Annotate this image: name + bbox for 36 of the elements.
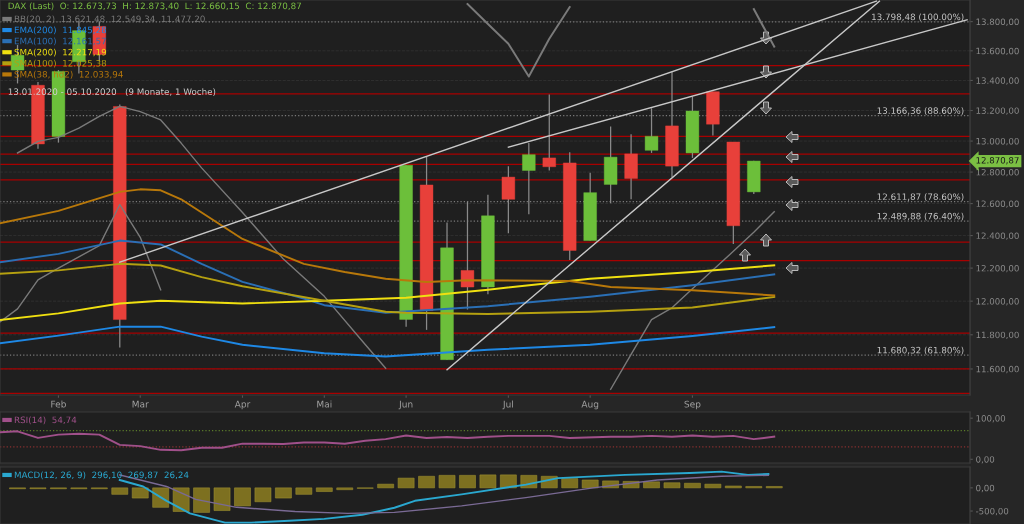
y-tick-label: 0,00 [976, 456, 995, 464]
y-tick-label: 0,00 [976, 484, 995, 493]
y-tick-label: 13.400,00 [976, 77, 1019, 85]
ref-line-label: 13.166,36 (88.60%) [877, 107, 964, 115]
ref-line-label: 11.680,32 (61.80%) [877, 346, 964, 355]
text: 12.870,87 [976, 157, 1019, 165]
y-tick-label: 12.600,00 [976, 200, 1019, 208]
y-tick-label: 13.800,00 [976, 18, 1019, 26]
y-tick-label: 12.200,00 [976, 264, 1019, 273]
y-tick-label: 11.800,00 [976, 331, 1019, 340]
x-tick-label: Aug [581, 400, 599, 410]
x-tick-label: Sep [684, 400, 701, 410]
x-tick-label: Mai [317, 400, 332, 408]
ref-line-label: 12.489,88 (76.40%) [877, 212, 964, 221]
y-tick-label: 13.600,00 [976, 47, 1019, 56]
x-tick-label: Feb [51, 400, 66, 408]
x-tick-label: Jun [398, 400, 413, 410]
y-tick-label: 13.200,00 [976, 107, 1019, 115]
y-tick-label: -500,00 [975, 507, 1009, 516]
x-tick-label: Jul [502, 400, 513, 410]
y-tick-label: 12.400,00 [976, 232, 1019, 240]
ref-line-label: 13.798,48 (100.00%) [872, 13, 964, 22]
x-tick-label: Mar [132, 400, 149, 408]
x-tick-label: Apr [234, 400, 251, 410]
legend-label: BB(20, 2) 13.621,48 12.549,34 11.477,20 [14, 15, 205, 24]
y-tick-label: 12.800,00 [976, 168, 1019, 177]
annotation: DAX (Last) O: 12.673,73 H: 12.873,40 L: 12.660,15 C: 12.870,87 [8, 2, 302, 11]
y-tick-label: 11.600,00 [976, 365, 1019, 374]
y-tick-label: 12.000,00 [976, 298, 1019, 306]
legend-label: MACD(12, 26, 9) 296,10 269,87 26,24 [14, 471, 189, 480]
legend-label: SMA(200) 12.217,19 [14, 48, 107, 57]
ref-line-label: 12.611,87 (78.60%) [877, 193, 964, 202]
y-tick-label: 100,00 [976, 415, 1006, 423]
legend-label: EMA(100) 12.161,57 [14, 37, 106, 46]
y-tick-label: 13.000,00 [976, 137, 1019, 146]
legend-label: RSI(14) 54,74 [14, 416, 77, 425]
